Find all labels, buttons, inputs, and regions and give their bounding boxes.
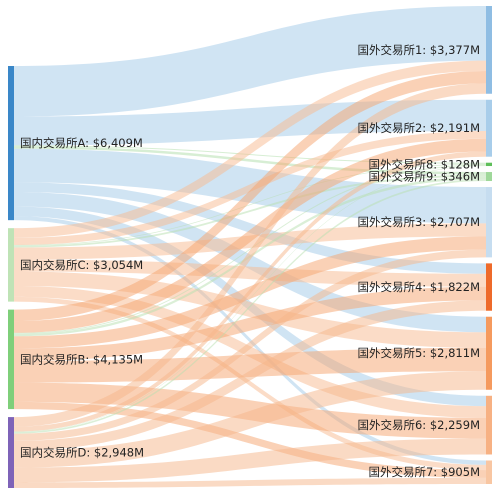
target-label-3: 国外交易所8: $128M (368, 157, 480, 171)
target-label-2: 国外交易所2: $2,191M (357, 121, 480, 135)
sankey-link-0-0 (14, 6, 486, 117)
sankey-link-1-2 (14, 163, 486, 246)
source-node-1[interactable] (8, 66, 14, 221)
sankey-link-3-1 (14, 151, 486, 432)
target-label-7: 国外交易所5: $2,811M (357, 346, 480, 360)
sankey-link-1-3 (14, 174, 486, 248)
target-node-8[interactable] (486, 395, 492, 455)
sankey-link-3-5 (14, 300, 486, 451)
source-label-1: 国内交易所A: $6,409M (20, 136, 143, 150)
target-node-5[interactable] (486, 187, 492, 258)
sankey-link-0-5 (14, 182, 486, 274)
target-label-9: 国外交易所7: $905M (368, 465, 480, 479)
sankey-link-2-5 (14, 286, 486, 362)
sankey-link-2-2 (14, 164, 486, 334)
target-label-8: 国外交易所6: $2,259M (357, 418, 480, 432)
sankey-link-0-8 (14, 216, 486, 465)
sankey-labels: 国内交易所A: $6,409M 国内交易所C: $3,054M 国内交易所B: $4… (20, 43, 480, 479)
source-label-2: 国内交易所C: $3,054M (20, 258, 143, 272)
sankey-link-0-2 (14, 145, 486, 164)
target-node-2[interactable] (486, 99, 492, 157)
source-node-3[interactable] (8, 309, 14, 410)
sankey-link-1-5 (14, 259, 486, 287)
sankey-link-2-6 (14, 347, 486, 383)
sankey-link-1-7 (14, 285, 486, 418)
source-node-4[interactable] (8, 417, 14, 488)
target-label-4: 国外交易所9: $346M (368, 170, 480, 184)
sankey-link-3-0 (14, 83, 486, 427)
sankey-link-2-0 (14, 70, 486, 322)
target-node-7[interactable] (486, 316, 492, 390)
target-label-6: 国外交易所4: $1,822M (357, 280, 480, 294)
sankey-link-3-2 (14, 165, 486, 433)
sankey-link-0-1 (14, 99, 486, 146)
sankey-link-3-6 (14, 371, 486, 468)
target-node-9[interactable] (486, 460, 492, 484)
sankey-link-1-8 (14, 296, 486, 471)
target-node-4[interactable] (486, 172, 492, 182)
target-label-5: 国外交易所3: $2,707M (357, 215, 480, 229)
source-label-4: 国内交易所D: $2,948M (20, 446, 144, 460)
sankey-link-3-4 (14, 249, 486, 441)
sankey-link-1-1 (14, 130, 486, 246)
sankey-link-3-3 (14, 179, 486, 434)
target-label-1: 国外交易所1: $3,377M (357, 43, 480, 57)
sankey-link-2-8 (14, 401, 486, 478)
sankey-link-0-6 (14, 192, 486, 333)
sankey-link-2-1 (14, 138, 486, 333)
target-node-1[interactable] (486, 6, 492, 94)
sankey-links (14, 6, 486, 488)
sankey-link-1-0 (14, 60, 486, 238)
source-node-2[interactable] (8, 228, 14, 302)
sankey-link-2-7 (14, 382, 486, 439)
sankey-link-0-3 (14, 146, 486, 175)
sankey-nodes (8, 6, 492, 488)
sankey-link-3-7 (14, 438, 486, 483)
source-label-3: 国内交易所B: $4,135M (20, 352, 143, 366)
target-node-3[interactable] (486, 162, 492, 167)
sankey-link-3-8 (14, 477, 486, 488)
target-node-6[interactable] (486, 263, 492, 311)
